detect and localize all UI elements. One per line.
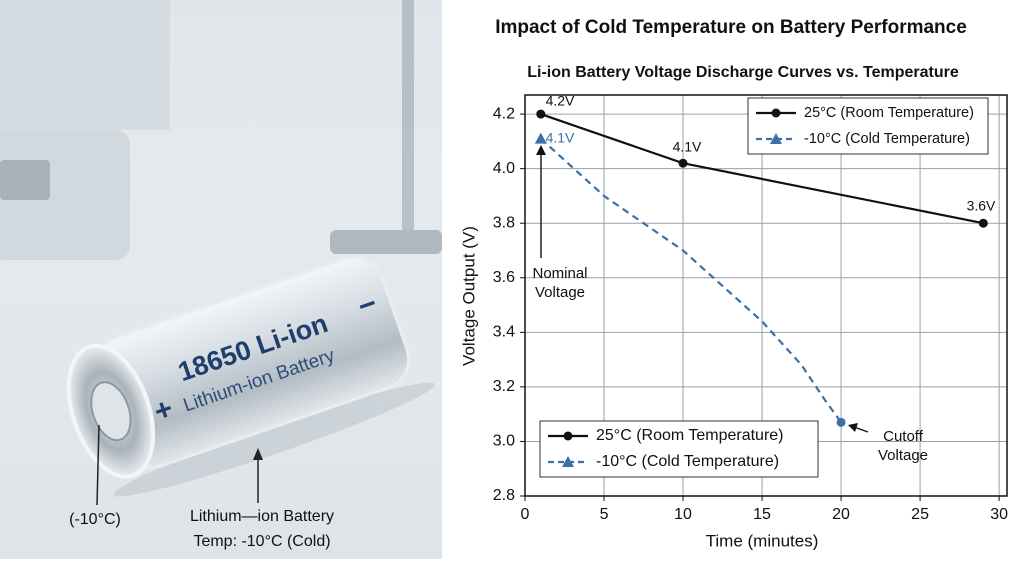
x-tick-label: 20	[832, 506, 850, 523]
callout-line	[96, 424, 100, 506]
y-tick-label: 3.4	[493, 324, 515, 341]
y-tick-label: 3.2	[493, 378, 515, 395]
stand-rod	[402, 0, 414, 250]
legend-label: 25°C (Room Temperature)	[804, 105, 974, 121]
legend-marker	[562, 456, 574, 467]
annotation: 3.6V	[967, 198, 996, 214]
legend-label: 25°C (Room Temperature)	[596, 427, 784, 444]
y-tick-label: 3.6	[493, 269, 515, 286]
marker	[678, 158, 688, 168]
chart-title: Impact of Cold Temperature on Battery Pe…	[495, 17, 967, 38]
battery: 18650 Li-ion Lithium-ion Battery + −	[66, 255, 435, 497]
annotation: 4.2V	[546, 93, 575, 109]
y-tick-label: 4.2	[493, 105, 515, 122]
x-tick-label: 5	[600, 506, 609, 523]
temperature-callout: (-10°C)	[69, 511, 121, 528]
callout-text: Nominal	[532, 265, 587, 282]
instrument-screen	[0, 160, 50, 200]
callout-text: Cutoff	[883, 428, 924, 445]
photo-caption: Lithium—ion Battery	[190, 508, 334, 525]
legend-marker	[563, 431, 573, 441]
callout-arrowhead	[848, 423, 858, 432]
marker	[978, 218, 988, 228]
legend-marker	[770, 133, 782, 144]
y-axis-title: Voltage Output (V)	[459, 226, 478, 366]
annotation: 4.1V	[673, 139, 702, 155]
x-axis-title: Time (minutes)	[706, 531, 819, 550]
plot: 2.8 3.0 3.2 3.4 3.6 3.8 4.0 4.2 0 5 10 15 20 25 30 4.2V…	[493, 93, 1008, 524]
legend-box	[539, 420, 819, 478]
photo-caption: Temp: -10°C (Cold)	[193, 533, 330, 550]
battery-terminal	[90, 381, 132, 442]
marker	[534, 132, 547, 144]
series-line	[540, 137, 842, 423]
x-tick-label: 0	[521, 506, 530, 523]
stand-base	[330, 230, 442, 254]
annotation: 4.1V	[546, 130, 575, 146]
y-tick-label: 3.0	[493, 433, 515, 450]
battery-shadow	[113, 382, 435, 497]
x-tick-label: 25	[911, 506, 929, 523]
y-tick-label: 4.0	[493, 160, 515, 177]
x-tick-label: 15	[753, 506, 771, 523]
plot-frame	[524, 94, 1008, 497]
callout-text: Voltage	[878, 447, 928, 464]
y-tick-label: 2.8	[493, 487, 515, 504]
marker	[536, 109, 546, 119]
chart-subtitle: Li-ion Battery Voltage Discharge Curves …	[527, 64, 959, 81]
callout-arrowhead	[536, 145, 546, 155]
callout-text: Voltage	[535, 284, 585, 301]
legend-box	[747, 97, 989, 155]
x-tick-label: 10	[674, 506, 692, 523]
cabinet	[0, 0, 170, 130]
caption-arrowhead	[253, 448, 263, 460]
legend-label: -10°C (Cold Temperature)	[804, 131, 970, 147]
legend-label: -10°C (Cold Temperature)	[596, 453, 779, 470]
legend-marker	[771, 108, 781, 118]
photo: 18650 Li-ion Lithium-ion Battery + − (-1…	[0, 0, 442, 559]
x-tick-label: 30	[990, 506, 1008, 523]
y-tick-label: 3.8	[493, 214, 515, 231]
marker	[836, 417, 846, 427]
